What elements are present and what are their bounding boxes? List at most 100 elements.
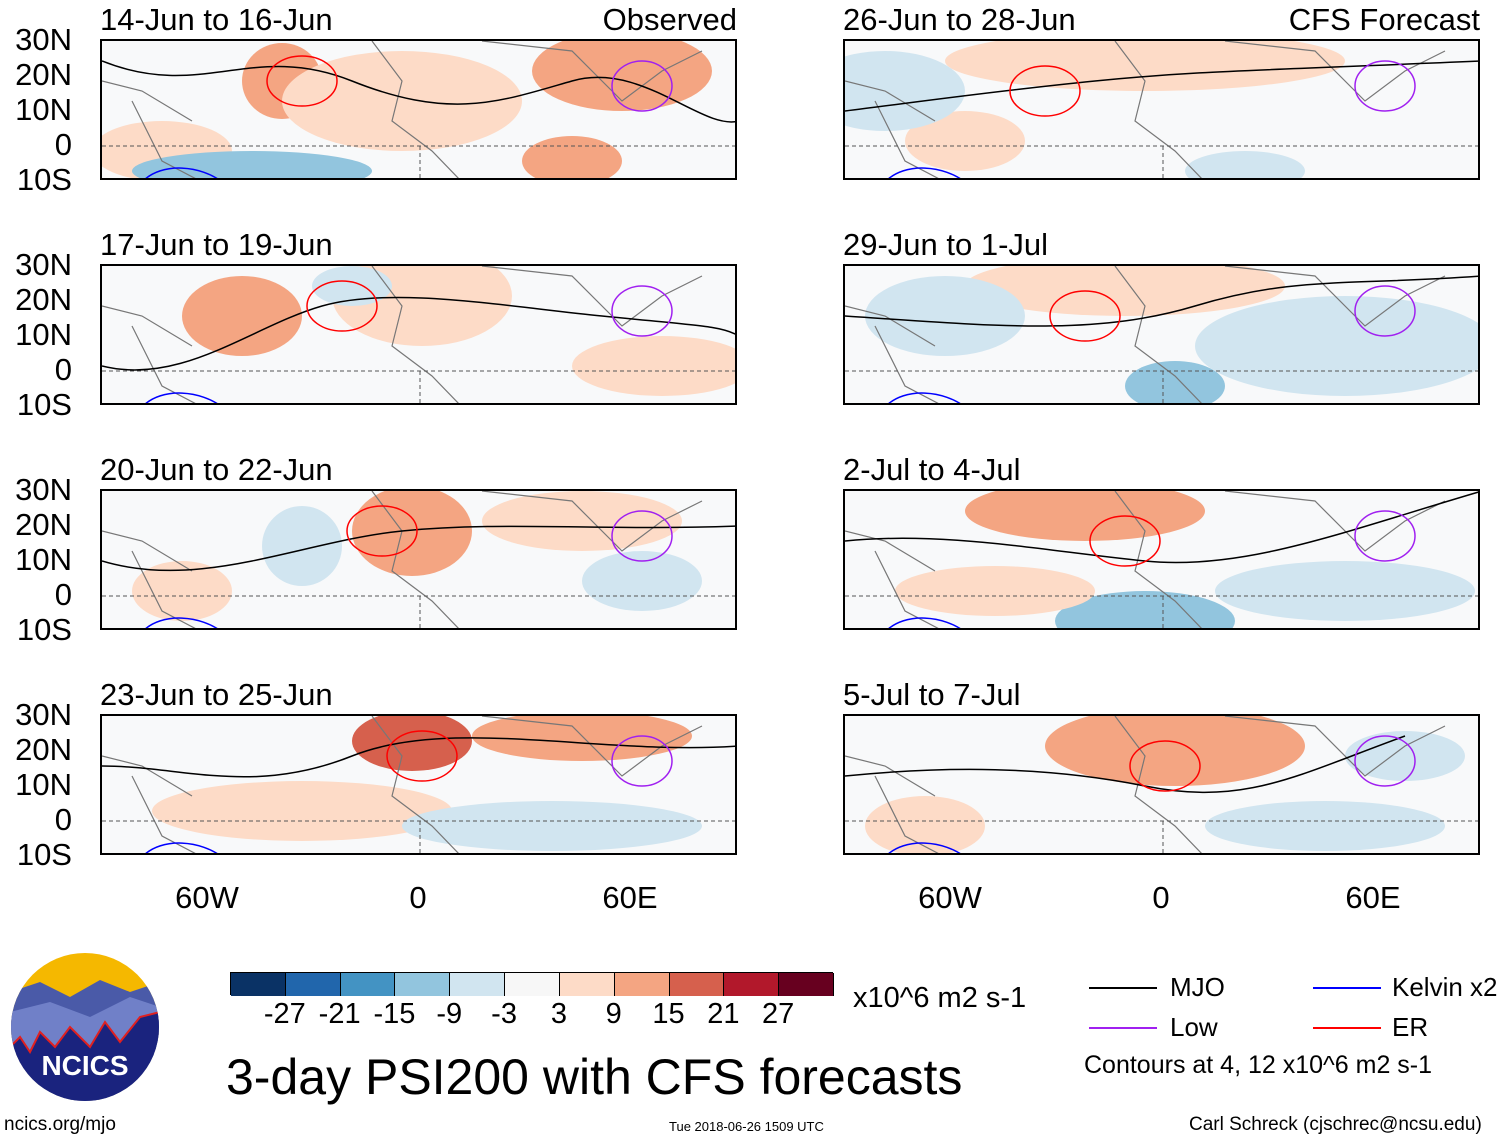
er-contour	[306, 280, 378, 332]
equator-line	[102, 595, 735, 628]
lat-tick-label: 20N	[15, 57, 72, 92]
psi-anomaly-shading	[132, 151, 372, 178]
lon-tick-label: 60W	[175, 880, 239, 915]
map-panel	[843, 489, 1480, 630]
low-contour	[1354, 285, 1416, 337]
colorbar-tick-label: -15	[373, 998, 416, 1030]
colorbar-units: x10^6 m2 s-1	[853, 982, 1027, 1014]
legend-mjo-label: MJO	[1170, 972, 1225, 1002]
colorbar-swatch	[614, 973, 670, 996]
figure-title: 3-day PSI200 with CFS forecasts	[226, 1049, 963, 1105]
psi-anomaly-shading	[522, 136, 622, 178]
map-panel	[843, 714, 1480, 855]
lat-tick-label: 10S	[16, 162, 72, 197]
psi-anomaly-shading	[1045, 716, 1305, 786]
lat-tick-label: 20N	[15, 282, 72, 317]
equator-line	[845, 820, 1478, 853]
lat-tick-label: 20N	[15, 507, 72, 542]
lat-tick-label: 30N	[15, 472, 72, 507]
psi-anomaly-shading	[282, 51, 522, 151]
er-contour	[1089, 515, 1161, 567]
lon-tick-label: 60E	[602, 880, 658, 915]
lat-tick-label: 10N	[15, 92, 72, 127]
psi-anomaly-shading	[905, 111, 1025, 171]
coastline	[845, 491, 1446, 628]
legend-er-line	[1313, 1027, 1381, 1029]
equator-line	[845, 145, 1478, 178]
map-panel	[843, 264, 1480, 405]
panel-title: 26-Jun to 28-Jun	[843, 2, 1076, 37]
equator-line	[102, 370, 735, 403]
ncics-logo: NCICS	[11, 953, 159, 1101]
colorbar-swatch	[340, 973, 396, 996]
kelvin-contour	[888, 617, 961, 628]
psi-anomaly-shading	[572, 336, 735, 396]
mjo-contour	[845, 275, 1478, 327]
panel-label: Observed	[602, 2, 737, 37]
er-contour	[1129, 740, 1201, 792]
map-panel	[100, 489, 737, 630]
colorbar-labels: -27 -21 -15 -9 -3 3 9 15 21 27	[230, 972, 833, 1032]
map-panel	[843, 39, 1480, 180]
lat-tick-label: 30N	[15, 247, 72, 282]
low-contour	[1354, 60, 1416, 112]
psi-anomaly-shading	[965, 491, 1205, 541]
coastline	[102, 266, 703, 403]
psi-anomaly-shading	[352, 716, 472, 771]
psi-anomaly-shading	[262, 506, 342, 586]
psi-anomaly-shading	[582, 551, 702, 611]
lat-tick-label: 30N	[15, 22, 72, 57]
lat-tick-label: 30N	[15, 697, 72, 732]
equator-line	[102, 820, 735, 853]
kelvin-contour	[888, 842, 961, 853]
er-contour	[346, 505, 418, 557]
logo-text: NCICS	[41, 1050, 128, 1081]
er-contour	[1009, 65, 1081, 117]
footer-url[interactable]: ncics.org/mjo	[4, 1114, 116, 1135]
colorbar-swatch	[669, 973, 725, 996]
colorbar-tick-label: 21	[707, 998, 740, 1030]
colorbar-swatch	[395, 973, 451, 996]
coastline	[845, 266, 1446, 403]
coastline	[845, 716, 1446, 853]
lat-tick-label: 20N	[15, 732, 72, 767]
coastline	[845, 41, 1446, 178]
footer-author: Carl Schreck (cjschrec@ncsu.edu)	[1189, 1114, 1482, 1135]
lat-tick-label: 10S	[16, 612, 72, 647]
psi-anomaly-shading	[1195, 296, 1478, 396]
psi-anomaly-shading	[532, 41, 712, 111]
colorbar-tick-label: 15	[652, 998, 685, 1030]
lat-tick-label: 0	[54, 577, 72, 612]
map-panel	[100, 39, 737, 180]
panel-title: 5-Jul to 7-Jul	[843, 677, 1021, 712]
mjo-contour	[102, 525, 735, 572]
colorbar-swatch	[724, 973, 780, 996]
legend-kelvin-label: Kelvin x2	[1392, 972, 1498, 1002]
lon-tick-label: 0	[1152, 880, 1170, 915]
colorbar-tick-label: -21	[318, 998, 361, 1030]
colorbar-tick-label: 9	[605, 998, 622, 1030]
map-panel	[100, 714, 737, 855]
equator-line	[845, 595, 1478, 628]
lon-tick-label: 0	[409, 880, 427, 915]
colorbar-swatch	[559, 973, 615, 996]
low-contour	[1354, 735, 1416, 787]
psi-anomaly-shading	[865, 276, 1025, 356]
legend-kelvin-line	[1313, 987, 1381, 989]
legend-er-label: ER	[1392, 1012, 1429, 1042]
kelvin-contour	[145, 842, 218, 853]
coastline	[102, 41, 703, 178]
mjo-contour	[102, 296, 735, 371]
lat-tick-label: 0	[54, 352, 72, 387]
psi-anomaly-shading	[132, 561, 232, 621]
kelvin-contour	[145, 167, 218, 178]
lon-tick-label: 60E	[1345, 880, 1401, 915]
kelvin-contour	[145, 617, 218, 628]
psi-anomaly-shading	[1055, 591, 1235, 628]
psi-anomaly-shading	[182, 276, 302, 356]
psi-anomaly-shading	[472, 716, 692, 761]
colorbar-tick-label: -9	[436, 998, 463, 1030]
lon-tick-label: 60W	[918, 880, 982, 915]
psi-anomaly-shading	[845, 51, 965, 131]
